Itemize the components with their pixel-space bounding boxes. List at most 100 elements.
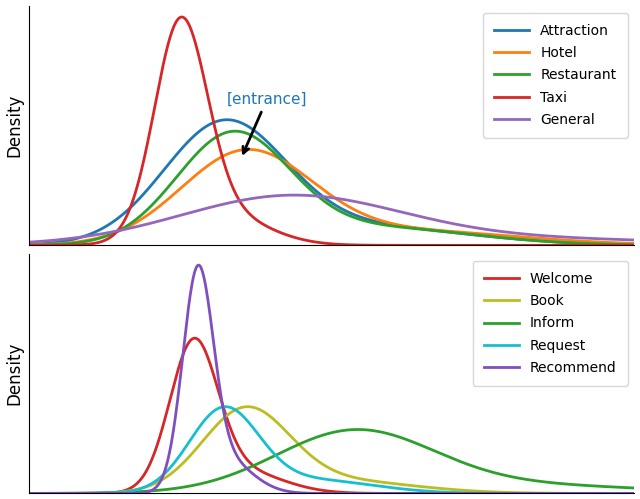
Request xyxy=(292,468,300,474)
Text: [entrance]: [entrance] xyxy=(227,92,307,153)
Welcome xyxy=(509,491,516,497)
Line: Request: Request xyxy=(29,407,634,494)
Recommend xyxy=(509,491,516,497)
Request xyxy=(630,491,638,497)
General xyxy=(630,237,638,243)
Hotel xyxy=(292,167,300,173)
Welcome xyxy=(191,335,198,341)
Request xyxy=(509,491,516,497)
Line: Hotel: Hotel xyxy=(29,149,634,245)
General xyxy=(25,239,33,245)
Hotel xyxy=(509,233,516,239)
Inform xyxy=(509,474,516,480)
Restaurant xyxy=(25,242,33,248)
Book xyxy=(87,490,95,496)
Hotel xyxy=(271,153,278,159)
General xyxy=(498,229,506,235)
Restaurant xyxy=(509,236,516,242)
Book xyxy=(498,489,506,495)
Recommend xyxy=(195,262,203,268)
Attraction xyxy=(509,236,516,242)
Book xyxy=(25,491,33,497)
Inform xyxy=(270,453,278,459)
Taxi xyxy=(498,243,506,249)
Attraction xyxy=(630,242,638,248)
Line: Welcome: Welcome xyxy=(29,338,634,494)
Hotel xyxy=(442,228,449,234)
Restaurant xyxy=(498,235,506,241)
Inform xyxy=(87,490,95,496)
Welcome xyxy=(498,491,506,497)
Recommend xyxy=(630,491,638,497)
Welcome xyxy=(271,474,278,480)
Welcome xyxy=(292,482,300,488)
Attraction xyxy=(271,146,278,152)
Attraction xyxy=(442,229,449,235)
General xyxy=(509,230,516,236)
Taxi xyxy=(25,243,33,249)
Restaurant xyxy=(442,229,449,235)
Attraction xyxy=(292,169,300,175)
Book xyxy=(442,486,449,492)
Taxi xyxy=(271,227,278,233)
Recommend xyxy=(87,491,95,497)
Inform xyxy=(442,453,449,459)
Restaurant xyxy=(231,128,239,134)
Legend: Welcome, Book, Inform, Request, Recommend: Welcome, Book, Inform, Request, Recommen… xyxy=(473,260,627,386)
Hotel xyxy=(630,241,638,247)
Request xyxy=(87,491,95,497)
Line: Recommend: Recommend xyxy=(29,265,634,494)
Line: Book: Book xyxy=(29,407,634,494)
Inform xyxy=(354,427,362,433)
Taxi xyxy=(630,243,638,249)
Taxi xyxy=(442,243,449,249)
Inform xyxy=(292,443,300,449)
Attraction xyxy=(498,235,506,241)
Attraction xyxy=(223,117,231,123)
General xyxy=(292,192,300,198)
Hotel xyxy=(498,233,506,239)
Book xyxy=(292,439,300,445)
Book xyxy=(509,490,516,496)
Restaurant xyxy=(87,238,95,244)
Book xyxy=(244,404,252,410)
Taxi xyxy=(87,241,95,247)
Book xyxy=(271,417,278,423)
Inform xyxy=(498,472,506,478)
Hotel xyxy=(87,237,95,243)
Restaurant xyxy=(630,242,638,248)
Welcome xyxy=(25,491,33,497)
General xyxy=(87,233,95,239)
Request xyxy=(25,491,33,497)
Attraction xyxy=(25,242,33,248)
Book xyxy=(630,491,638,497)
Hotel xyxy=(25,242,33,248)
Line: Inform: Inform xyxy=(29,430,634,494)
Inform xyxy=(25,491,33,497)
Inform xyxy=(630,485,638,491)
Recommend xyxy=(292,490,300,496)
Welcome xyxy=(630,491,638,497)
Legend: Attraction, Hotel, Restaurant, Taxi, General: Attraction, Hotel, Restaurant, Taxi, Gen… xyxy=(483,12,627,138)
Restaurant xyxy=(292,173,300,179)
Request xyxy=(221,404,229,410)
Recommend xyxy=(25,491,33,497)
Line: Restaurant: Restaurant xyxy=(29,131,634,245)
Line: Attraction: Attraction xyxy=(29,120,634,245)
Welcome xyxy=(442,491,449,497)
Recommend xyxy=(498,491,506,497)
Y-axis label: Density: Density xyxy=(6,94,24,157)
Restaurant xyxy=(271,150,278,156)
Y-axis label: Density: Density xyxy=(6,342,24,405)
Recommend xyxy=(271,485,278,491)
General xyxy=(291,192,298,198)
Request xyxy=(498,491,506,497)
Attraction xyxy=(87,231,95,237)
Welcome xyxy=(87,491,95,497)
Taxi xyxy=(178,14,186,20)
Line: General: General xyxy=(29,195,634,242)
Request xyxy=(442,489,449,495)
Recommend xyxy=(442,491,449,497)
General xyxy=(270,193,278,199)
Taxi xyxy=(509,243,516,249)
